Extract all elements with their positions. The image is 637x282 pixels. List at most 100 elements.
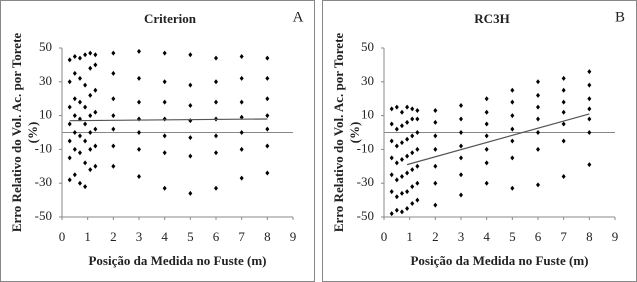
data-point — [93, 62, 98, 68]
data-point — [536, 104, 540, 110]
data-point — [239, 53, 244, 59]
data-point — [459, 102, 463, 108]
data-point — [67, 155, 72, 161]
data-point — [389, 106, 394, 112]
data-point — [214, 55, 218, 61]
data-point — [410, 150, 415, 156]
data-point — [77, 133, 82, 139]
data-point — [484, 133, 489, 139]
x-tick-label: 7 — [238, 229, 245, 244]
data-point — [394, 104, 399, 110]
data-point — [265, 113, 270, 119]
data-point — [536, 92, 540, 98]
data-point — [83, 104, 88, 110]
data-point — [67, 121, 72, 127]
data-point — [214, 99, 218, 105]
y-tick-label: 10 — [39, 107, 52, 122]
data-point — [214, 150, 218, 156]
y-axis-label: Erro Relativo do Vol. Ac. por Torete — [9, 33, 24, 233]
data-point — [111, 113, 116, 119]
data-point — [77, 150, 82, 156]
data-point — [83, 138, 88, 144]
data-point — [72, 70, 77, 76]
data-point — [399, 173, 404, 179]
data-point — [405, 136, 410, 142]
data-point — [484, 180, 489, 186]
data-point — [88, 50, 93, 56]
data-point — [88, 130, 93, 135]
data-point — [399, 209, 404, 215]
data-point — [405, 153, 410, 159]
data-point — [510, 155, 515, 161]
data-point — [405, 119, 410, 125]
data-point — [484, 146, 489, 152]
data-point — [484, 160, 489, 166]
data-point — [111, 50, 116, 56]
data-point — [83, 121, 88, 127]
y-tick-label: -10 — [357, 140, 374, 155]
data-point — [415, 116, 420, 122]
data-point — [394, 194, 399, 200]
data-point — [561, 87, 566, 93]
data-point — [72, 172, 77, 178]
data-point — [265, 143, 270, 149]
data-point — [265, 126, 270, 132]
trend-line — [406, 113, 590, 166]
data-point — [561, 75, 566, 81]
data-point — [111, 70, 116, 76]
data-point — [587, 69, 592, 75]
data-point — [587, 82, 592, 88]
data-point — [93, 109, 98, 115]
data-point — [72, 96, 77, 102]
data-point — [410, 200, 415, 206]
data-point — [93, 126, 98, 132]
data-point — [433, 146, 438, 152]
data-point — [510, 185, 515, 191]
data-point — [536, 79, 540, 85]
data-point — [93, 143, 98, 149]
y-axis-label: (%) — [25, 122, 40, 144]
x-tick-label: 8 — [586, 229, 593, 244]
panel-label: B — [615, 9, 625, 25]
data-point — [536, 116, 540, 122]
data-point — [137, 146, 141, 152]
data-point — [536, 182, 540, 188]
data-point — [410, 133, 415, 139]
data-point — [265, 170, 270, 176]
data-point — [587, 96, 592, 102]
data-point — [83, 160, 88, 166]
data-point — [389, 172, 394, 178]
data-point — [77, 180, 82, 186]
data-point — [415, 197, 420, 203]
data-point — [389, 121, 394, 127]
data-point — [410, 116, 415, 122]
data-point — [239, 75, 244, 81]
data-point — [561, 173, 566, 179]
data-point — [162, 185, 167, 191]
data-point — [561, 138, 566, 144]
x-tick-label: 0 — [59, 229, 66, 244]
data-point — [265, 96, 270, 102]
data-point — [510, 87, 515, 93]
data-point — [162, 150, 167, 156]
data-point — [536, 130, 540, 135]
panel-frame — [322, 0, 637, 282]
data-point — [433, 108, 438, 114]
chart-title: Criterion — [144, 11, 197, 26]
data-point — [239, 130, 244, 135]
data-point — [88, 65, 93, 71]
data-point — [394, 160, 399, 166]
x-tick-label: 1 — [84, 229, 91, 244]
data-point — [72, 130, 77, 135]
data-point — [188, 153, 193, 159]
data-point — [188, 135, 193, 141]
data-point — [77, 55, 82, 61]
data-point — [88, 92, 93, 98]
y-tick-label: -30 — [35, 174, 52, 189]
data-point — [188, 102, 193, 108]
data-point — [72, 113, 77, 119]
data-point — [459, 116, 463, 122]
data-point — [93, 52, 98, 58]
x-tick-label: 4 — [161, 229, 168, 244]
data-point — [405, 189, 410, 195]
